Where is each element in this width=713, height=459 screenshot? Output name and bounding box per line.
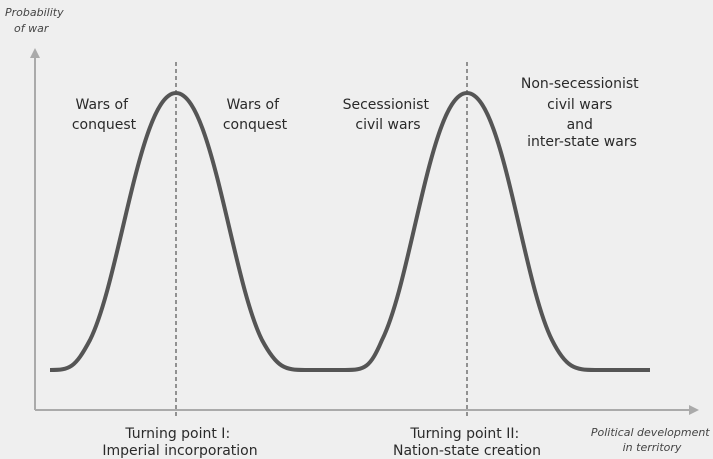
annotation: Non-secessionist civil wars and inter-st… [521,76,643,150]
annotation: Wars of conquest [223,97,288,133]
probability-curve [49,90,650,372]
x-axis-label: Political development in territory [591,426,713,454]
annotation: Secessionist civil wars [343,97,434,133]
turning-point-label: Turning point II: Nation-state creation [393,426,541,459]
annotation: Wars of conquest [72,97,137,133]
y-axis-label: Probability of war [5,6,67,35]
turning-point-label: Turning point I: Imperial incorporation [102,426,257,459]
